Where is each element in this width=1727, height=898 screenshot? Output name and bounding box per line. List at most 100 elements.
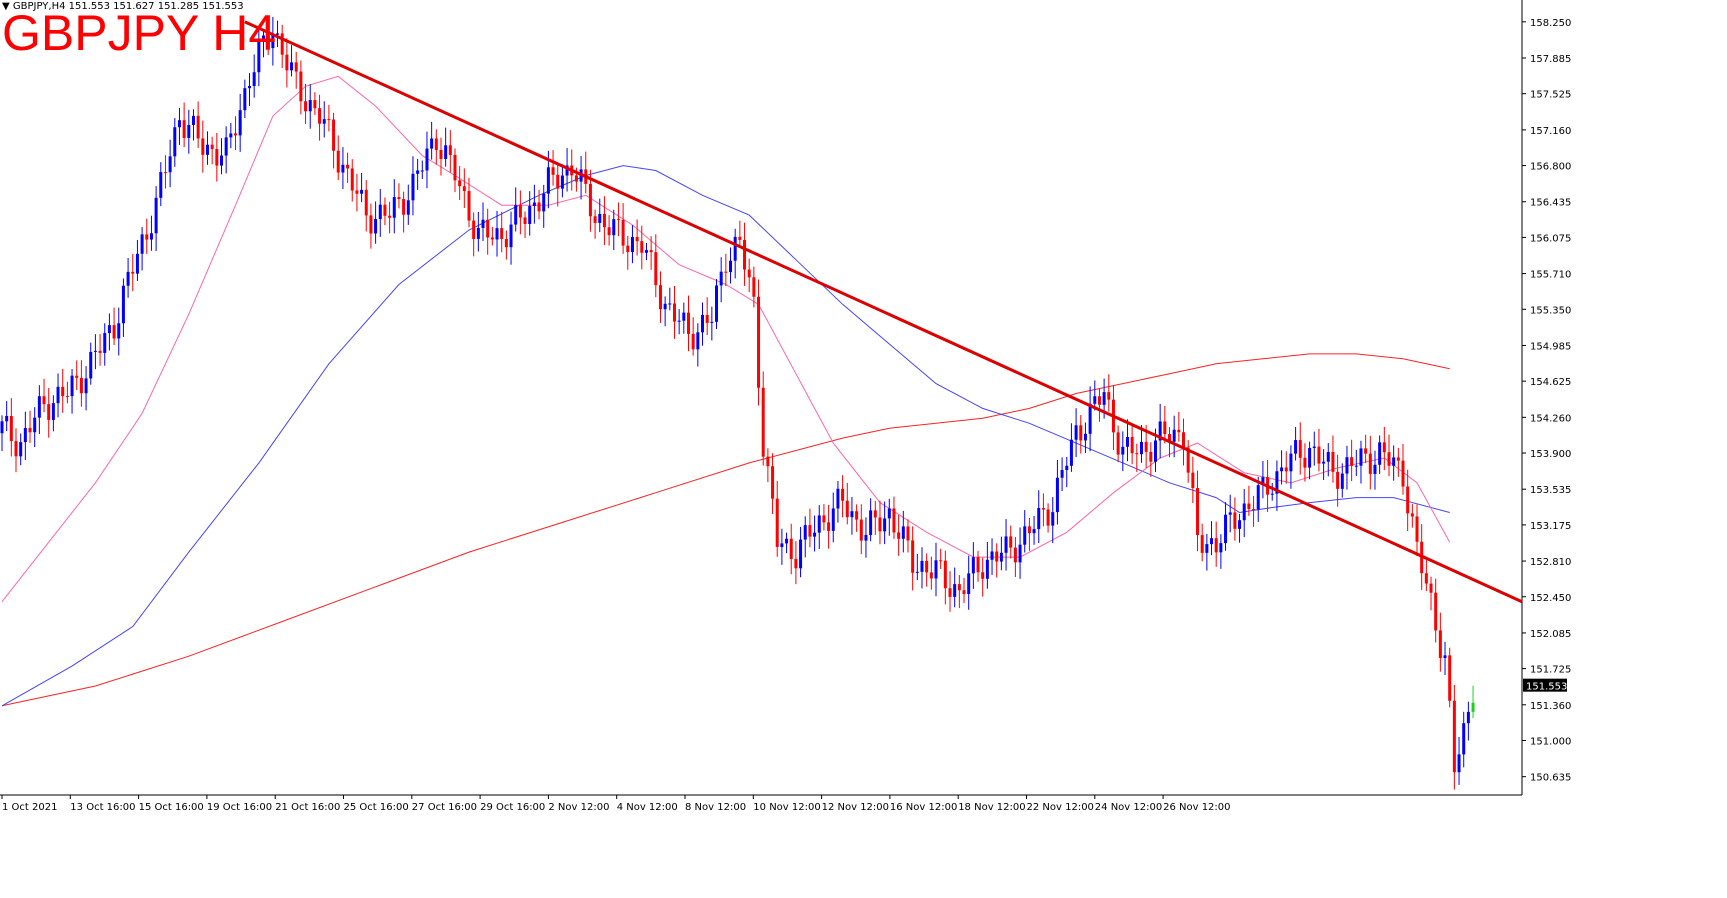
candle-body [1387,452,1391,466]
candle-body [523,217,527,224]
candle-body [304,101,308,112]
candle-body [990,551,994,560]
candle-body [397,197,401,200]
time-tick-label: 15 Oct 16:00 [139,802,204,813]
candle-body [481,219,485,228]
candle-body [593,216,597,223]
candle-body [93,350,97,352]
candle-body [112,325,116,339]
candle-body [1032,529,1036,534]
candle-body [159,172,163,198]
candle-body [238,110,242,136]
candle-body [462,186,466,192]
candle-body [458,180,462,187]
candle-body [836,488,840,509]
candle-body [915,571,919,573]
candle-body [1224,514,1228,544]
price-tick-label: 156.435 [1530,198,1571,209]
candle-body [1196,488,1200,536]
candle-body [1139,441,1143,455]
candle-body [42,396,46,405]
candle-body [532,202,536,207]
candle-body [1004,536,1008,553]
candle-body [1097,396,1101,405]
candle-body [621,219,625,246]
candle-body [262,35,266,41]
candle-body [490,237,494,240]
candle-body [327,119,331,121]
candle-body [341,164,345,173]
candle-body [103,333,107,353]
candle-body [827,522,831,531]
price-tick-label: 156.075 [1530,233,1571,244]
candle-body [290,62,294,71]
candle-body [23,427,27,443]
candle-body [574,175,578,182]
candle-body [1037,508,1041,530]
time-tick-label: 10 Nov 12:00 [753,802,820,813]
candle-body [1018,544,1022,563]
candle-body [822,515,826,523]
price-tick-label: 151.360 [1530,701,1571,712]
candle-body [1023,526,1027,545]
candle-body [1172,429,1176,442]
candle-body [1406,486,1410,514]
candle-body [504,239,508,248]
candle-body [883,518,887,532]
ma-slow-layer [1,353,1450,707]
candle-body [710,321,714,323]
candle-body [887,508,891,519]
candle-body [1069,439,1073,466]
candle-body [182,120,186,138]
candle-body [84,378,88,394]
candle-body [215,149,219,166]
candle-body [210,144,214,150]
ma-fast-layer [1,75,1451,603]
price-tick-label: 152.450 [1530,593,1571,604]
candle-body [1350,457,1354,466]
candle-body [518,205,522,218]
candle-body [649,250,653,253]
candle-body [1200,535,1204,553]
candle-body [855,511,859,520]
candle-body [967,573,971,594]
candle-body [1041,508,1045,510]
candle-body [752,277,756,297]
candle-body [1294,440,1298,454]
candle-body [1298,440,1302,458]
candle-body [869,510,873,535]
candle-body [686,312,690,334]
candle-body [873,510,877,518]
time-tick-label: 4 Nov 12:00 [617,802,678,813]
candle-body [1125,436,1129,447]
candle-body [1219,543,1223,553]
candle-body [953,584,957,597]
candle-body [1093,396,1097,404]
price-tick-label: 158.250 [1530,18,1571,29]
candle-body [1130,436,1134,454]
price-tick-label: 157.885 [1530,54,1571,65]
candle-body [1434,592,1438,631]
candle-body [766,456,770,467]
candle-body [131,271,135,274]
candle-body [817,515,821,533]
candle-body [939,560,943,562]
time-tick-label: 21 Oct 16:00 [275,802,340,813]
candle-body [98,350,102,353]
candle-body [981,572,985,579]
price-tick-label: 150.635 [1530,773,1571,784]
time-tick-label: 26 Nov 12:00 [1163,802,1230,813]
price-tick-label: 153.175 [1530,521,1571,532]
candle-body [145,234,149,240]
candle-body [1177,429,1181,433]
candle-body [546,167,550,194]
menu-triangle-icon[interactable]: ▼ [2,1,10,12]
candle-body [1163,421,1167,435]
candle-body [831,508,835,531]
current-price-box [1523,678,1567,692]
candle-body [9,415,13,442]
candle-body [729,260,733,273]
candle-body [626,245,630,252]
